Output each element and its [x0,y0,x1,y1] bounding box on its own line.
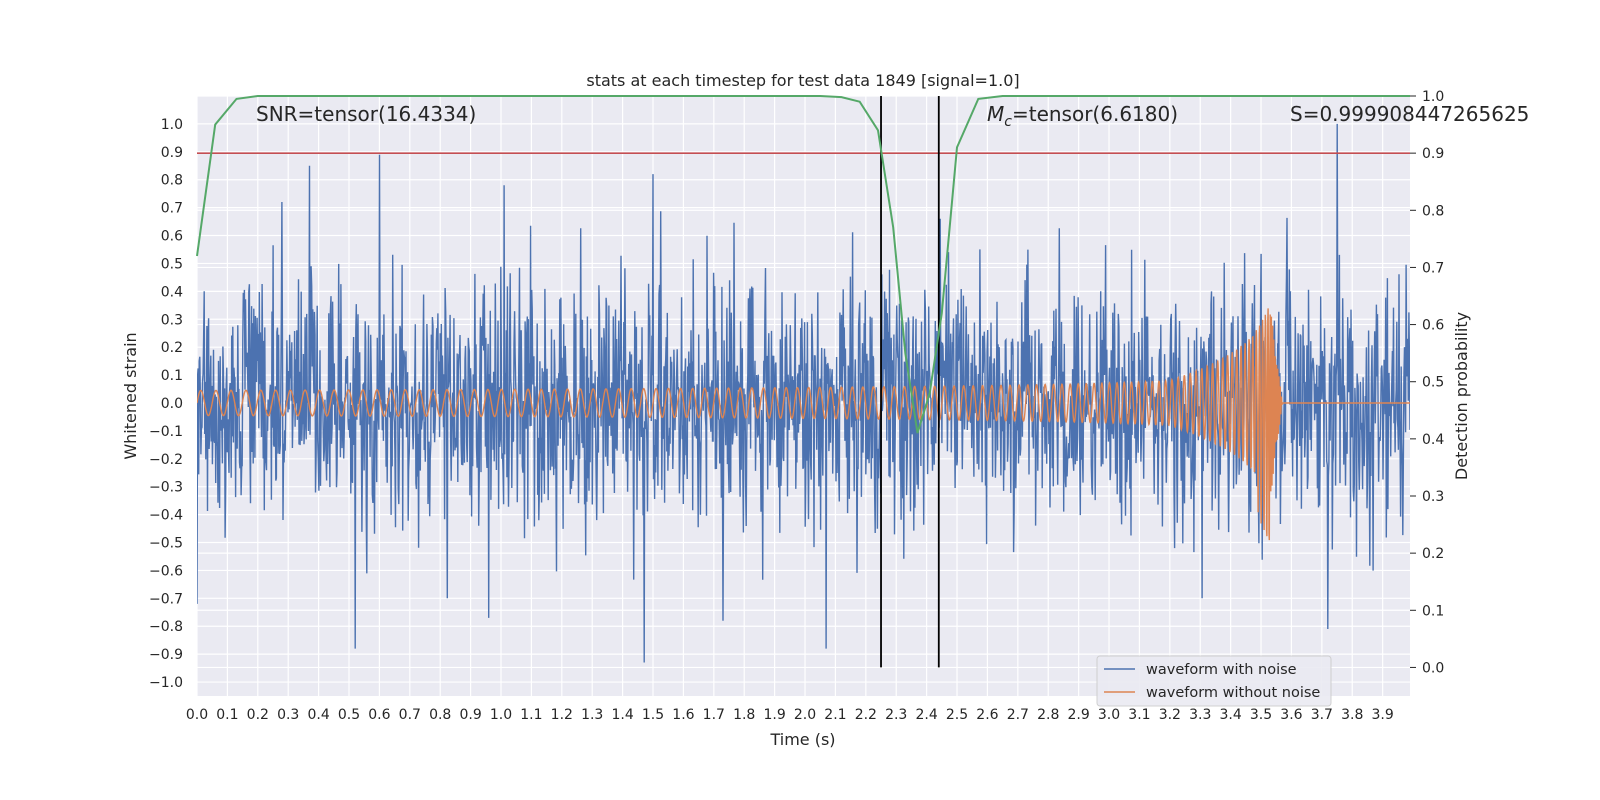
y-tick-label: 0.8 [161,173,183,189]
y-tick-label: 0.1 [161,368,183,384]
waveform-with-noise-line [197,123,1410,663]
x-tick-label: 1.7 [703,707,725,723]
x-tick-label: 1.1 [520,707,542,723]
y-tick-label: 0.0 [161,396,183,412]
x-tick-label: 0.9 [459,707,481,723]
mc-annotation: Mc=tensor(6.6180) [987,102,1178,130]
y-tick-label: 0.4 [161,284,183,300]
x-tick-label: 0.7 [399,707,421,723]
x-tick-label: 0.8 [429,707,451,723]
x-tick-label: 3.4 [1220,707,1242,723]
y-tick-label: 0.9 [161,145,183,161]
series-layer [197,123,1410,663]
mc-value: =tensor(6.6180) [1012,102,1178,126]
y2-tick-label: 0.8 [1422,203,1444,219]
x-tick-label: 2.0 [794,707,816,723]
x-tick-label: 3.2 [1159,707,1181,723]
legend-label-noise: waveform with noise [1146,662,1297,678]
y-tick-label: −0.5 [149,536,183,552]
x-tick-label: 1.2 [551,707,573,723]
s-annotation: S=0.999908447265625 [1290,102,1529,126]
x-tick-label: 2.7 [1007,707,1029,723]
x-tick-label: 0.6 [368,707,390,723]
x-tick-label: 3.3 [1189,707,1211,723]
y2-axis-ticks: 1.0 0.9 0.8 0.7 0.6 0.5 0.4 0.3 0.2 0.1 0.0 [1410,89,1444,676]
snr-annotation: SNR=tensor(16.4334) [256,102,476,126]
y2-axis-label: Detection probability [1452,312,1471,480]
x-tick-label: 0.2 [247,707,269,723]
y2-tick-label: 0.2 [1422,546,1444,562]
y2-tick-label: 0.5 [1422,375,1444,391]
y2-tick-label: 0.0 [1422,660,1444,676]
y-tick-label: −0.9 [149,647,183,663]
y-tick-label: −0.4 [149,508,183,524]
y-tick-label: 0.6 [161,229,183,245]
x-tick-label: 1.9 [763,707,785,723]
y-axis-label: Whitened strain [121,332,140,459]
x-tick-label: 3.1 [1128,707,1150,723]
y2-tick-label: 1.0 [1422,89,1444,105]
y-tick-label: 0.2 [161,340,183,356]
y2-tick-label: 0.3 [1422,489,1444,505]
x-tick-label: 1.3 [581,707,603,723]
x-tick-label: 2.3 [885,707,907,723]
y2-tick-label: 0.4 [1422,432,1444,448]
x-tick-label: 0.0 [186,707,208,723]
y-tick-label: −0.3 [149,480,183,496]
x-tick-label: 3.7 [1311,707,1333,723]
chart-title: stats at each timestep for test data 184… [586,71,1019,90]
y-tick-label: −0.6 [149,563,183,579]
y2-tick-label: 0.7 [1422,260,1444,276]
y-tick-label: −0.2 [149,452,183,468]
y-tick-label: −0.1 [149,424,183,440]
y-tick-label: −0.7 [149,591,183,607]
x-tick-label: 0.1 [216,707,238,723]
mc-subscript: c [1004,114,1012,130]
x-tick-label: 3.8 [1341,707,1363,723]
x-tick-label: 2.2 [855,707,877,723]
x-tick-label: 2.5 [946,707,968,723]
x-axis-ticks: 0.0 0.1 0.2 0.3 0.4 0.5 0.6 0.7 0.8 0.9 1.0 1.1 1.2 1… [186,707,1394,723]
y2-tick-label: 0.6 [1422,318,1444,334]
x-tick-label: 0.5 [338,707,360,723]
x-tick-label: 2.8 [1037,707,1059,723]
legend: waveform with noise waveform without noi… [1096,655,1332,707]
x-tick-label: 1.5 [642,707,664,723]
x-axis-label: Time (s) [769,730,835,749]
x-tick-label: 2.9 [1067,707,1089,723]
y-tick-label: −0.8 [149,619,183,635]
legend-box [1096,655,1332,707]
y2-tick-label: 0.1 [1422,603,1444,619]
overlay-layer [196,95,1410,668]
x-tick-label: 0.4 [307,707,329,723]
x-tick-label: 1.0 [490,707,512,723]
mc-symbol: M [987,102,1004,126]
y2-tick-label: 0.9 [1422,146,1444,162]
waveform-without-noise-line [197,308,1410,541]
x-tick-label: 1.4 [611,707,633,723]
x-tick-label: 3.9 [1372,707,1394,723]
y-tick-label: 0.7 [161,201,183,217]
y-tick-label: −1.0 [149,675,183,691]
x-tick-label: 2.1 [824,707,846,723]
x-tick-label: 1.8 [733,707,755,723]
x-tick-label: 1.6 [672,707,694,723]
y-axis-ticks: 1.0 0.9 0.8 0.7 0.6 0.5 0.4 0.3 0.2 0.1 0.0 −0.1 −0.… [149,117,183,691]
legend-label-clean: waveform without noise [1146,685,1320,701]
y-tick-label: 1.0 [161,117,183,133]
x-tick-label: 3.6 [1280,707,1302,723]
x-tick-label: 0.3 [277,707,299,723]
y-tick-label: 0.5 [161,256,183,272]
x-tick-label: 2.4 [915,707,937,723]
x-tick-label: 3.0 [1098,707,1120,723]
x-tick-label: 2.6 [976,707,998,723]
detection-probability-line [196,95,1410,434]
x-tick-label: 3.5 [1250,707,1272,723]
y-tick-label: 0.3 [161,312,183,328]
